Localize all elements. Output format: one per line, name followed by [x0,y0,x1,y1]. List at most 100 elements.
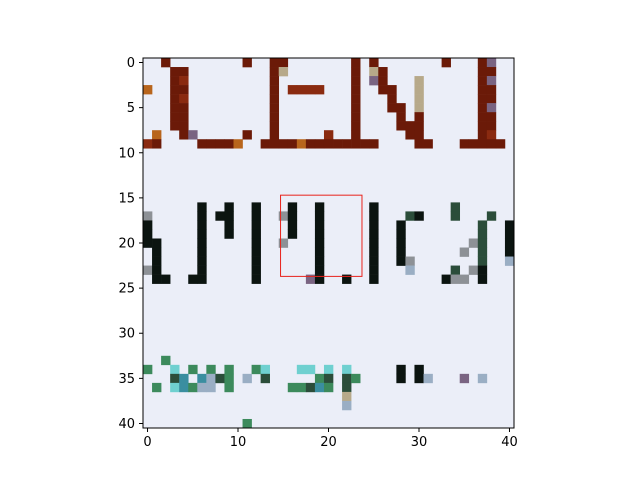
heatmap-cell [224,139,234,149]
heatmap-cell [251,265,261,275]
heatmap-cell [260,373,270,384]
heatmap-cell [242,418,252,429]
heatmap-cell [224,382,234,393]
heatmap-cell [378,85,388,95]
heatmap-cell [396,256,406,266]
heatmap-cell [251,229,261,239]
heatmap-cell [477,130,488,140]
heatmap-cell [251,238,261,248]
heatmap-cell [396,220,406,230]
heatmap-cell [396,112,406,122]
heatmap-cell [260,139,270,149]
heatmap-cell [323,130,334,140]
heatmap-cell [161,274,171,284]
heatmap-cell [287,139,298,149]
heatmap-cell [405,121,415,131]
y-tick-label: 5 [127,101,135,116]
heatmap-cell [206,382,216,393]
heatmap-cell [486,85,497,95]
y-tick-label: 35 [118,372,135,387]
heatmap-cell [369,220,379,230]
heatmap-cell [450,211,461,221]
heatmap-cell [269,67,280,77]
heatmap-cell [170,103,180,113]
heatmap-cell [477,220,488,230]
heatmap-cell [396,103,406,113]
heatmap-cell [396,373,406,384]
heatmap-cell [369,67,379,77]
heatmap-cell [477,256,488,266]
heatmap-cell [224,229,234,239]
heatmap-cell [251,220,261,230]
heatmap-cell [197,274,207,284]
x-tick-label: 0 [143,435,151,450]
heatmap-cell [351,139,361,149]
heatmap-cell [351,85,361,95]
heatmap-cell [342,373,352,384]
heatmap-cell [405,211,415,221]
heatmap-cell [179,76,189,86]
heatmap-cell [179,382,189,393]
heatmap-cell [197,220,207,230]
heatmap-cell [269,112,280,122]
heatmap-cell [387,85,397,95]
heatmap-cell [441,58,451,68]
heatmap-cell [287,382,298,393]
heatmap-cell [342,382,352,393]
heatmap-cell [224,211,234,221]
heatmap-cell [143,238,153,248]
heatmap-cell [170,112,180,122]
heatmap-cell [486,139,497,149]
heatmap-cell [296,364,307,375]
heatmap-cell [305,139,316,149]
heatmap-cell [287,202,298,212]
heatmap-cell [351,103,361,113]
heatmap-cell [161,355,171,366]
heatmap-cell [477,247,488,257]
heatmap-cell [414,364,424,375]
heatmap-cell [143,220,153,230]
heatmap-cell [396,121,406,131]
heatmap-cell [477,229,488,239]
heatmap-cell [423,139,433,149]
heatmap-cell [224,202,234,212]
heatmap-cell [477,373,488,384]
y-tick-label: 40 [118,417,135,432]
heatmap-cell [197,211,207,221]
heatmap-cell [369,202,379,212]
heatmap-cell [314,382,325,393]
heatmap-cell [287,229,298,239]
heatmap-cell [314,85,325,95]
heatmap-cell [170,85,180,95]
heatmap-cell [342,400,352,411]
heatmap-cell [197,238,207,248]
heatmap-cell [215,373,225,384]
heatmap-cell [486,76,497,86]
heatmap-cell [477,94,488,104]
heatmap-cell [405,130,415,140]
heatmap-cell [278,211,289,221]
heatmap-cell [296,382,307,393]
heatmap-cell [197,202,207,212]
heatmap-cell [215,211,225,221]
heatmap-cell [387,103,397,113]
heatmap-cell [296,85,307,95]
heatmap-cell [287,220,298,230]
heatmap-cell [396,238,406,248]
heatmap-cell [477,265,488,275]
y-tick-label: 25 [118,282,135,297]
heatmap-cell [224,373,234,384]
heatmap-cell [224,220,234,230]
heatmap-cell [170,373,180,384]
heatmap-cell [468,265,479,275]
heatmap-cell [305,364,316,375]
heatmap-cell [351,58,361,68]
heatmap-cell [351,121,361,131]
heatmap-cell [179,94,189,104]
heatmap-cell [314,256,325,266]
heatmap-cell [486,130,497,140]
heatmap-cell [170,121,180,131]
heatmap-cell [414,211,424,221]
heatmap-cell [477,85,488,95]
heatmap-cell [305,85,316,95]
